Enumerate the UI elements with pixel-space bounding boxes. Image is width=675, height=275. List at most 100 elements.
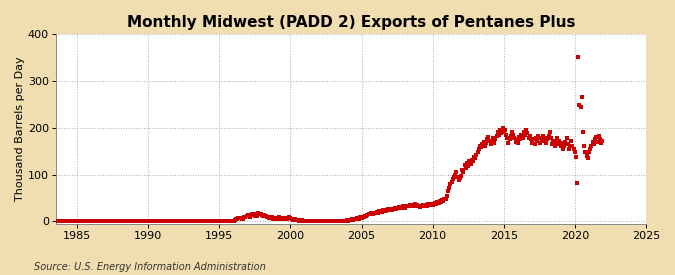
Point	[95, 219, 105, 223]
Point	[464, 159, 475, 164]
Point	[456, 173, 466, 178]
Point	[368, 212, 379, 216]
Point	[260, 214, 271, 219]
Point	[512, 141, 523, 145]
Point	[118, 219, 129, 224]
Point	[556, 141, 567, 145]
Point	[478, 140, 489, 144]
Point	[366, 211, 377, 216]
Point	[593, 134, 604, 138]
Point	[506, 134, 516, 138]
Point	[485, 142, 496, 146]
Point	[172, 219, 183, 223]
Title: Monthly Midwest (PADD 2) Exports of Pentanes Plus: Monthly Midwest (PADD 2) Exports of Pent…	[127, 15, 575, 30]
Point	[73, 218, 84, 223]
Point	[178, 219, 188, 224]
Point	[303, 219, 314, 223]
Point	[433, 200, 444, 205]
Point	[153, 219, 164, 224]
Point	[358, 215, 369, 219]
Point	[400, 206, 410, 210]
Point	[554, 139, 565, 143]
Point	[560, 140, 570, 144]
Point	[261, 215, 272, 219]
Point	[361, 214, 372, 218]
Point	[253, 211, 264, 216]
Point	[211, 219, 221, 224]
Point	[180, 219, 190, 224]
Point	[304, 219, 315, 224]
Point	[497, 125, 508, 130]
Point	[431, 202, 441, 206]
Point	[377, 208, 388, 212]
Point	[589, 137, 600, 142]
Point	[299, 219, 310, 223]
Point	[591, 135, 601, 139]
Point	[476, 145, 487, 150]
Point	[161, 219, 171, 224]
Point	[98, 218, 109, 223]
Point	[232, 216, 242, 221]
Point	[205, 219, 215, 224]
Point	[510, 140, 521, 144]
Point	[209, 219, 220, 224]
Point	[208, 219, 219, 223]
Point	[457, 168, 468, 172]
Point	[531, 139, 542, 143]
Point	[284, 215, 295, 219]
Point	[443, 189, 454, 193]
Point	[93, 219, 104, 224]
Point	[412, 202, 423, 207]
Point	[188, 219, 198, 224]
Point	[48, 219, 59, 224]
Point	[136, 219, 146, 224]
Point	[107, 219, 118, 224]
Point	[130, 219, 140, 223]
Point	[228, 218, 239, 223]
Point	[332, 219, 343, 224]
Point	[221, 219, 232, 224]
Point	[490, 137, 501, 142]
Point	[43, 219, 54, 224]
Point	[354, 216, 364, 221]
Point	[247, 212, 258, 216]
Point	[575, 104, 586, 109]
Point	[551, 136, 562, 140]
Point	[573, 55, 584, 60]
Point	[344, 217, 355, 222]
Point	[539, 139, 549, 143]
Point	[202, 219, 213, 224]
Point	[369, 210, 380, 215]
Point	[286, 217, 297, 221]
Point	[470, 156, 481, 160]
Point	[437, 198, 448, 203]
Point	[481, 141, 491, 145]
Point	[362, 213, 373, 217]
Point	[568, 147, 579, 151]
Point	[413, 204, 424, 208]
Point	[293, 218, 304, 223]
Point	[493, 133, 504, 137]
Point	[129, 219, 140, 224]
Point	[517, 136, 528, 140]
Point	[518, 130, 529, 134]
Point	[536, 137, 547, 142]
Point	[211, 219, 222, 224]
Point	[99, 219, 110, 224]
Point	[67, 219, 78, 224]
Point	[441, 194, 452, 198]
Point	[316, 219, 327, 224]
Point	[416, 204, 427, 209]
Point	[589, 142, 599, 146]
Point	[201, 219, 212, 223]
Point	[545, 136, 556, 140]
Point	[446, 179, 457, 184]
Point	[155, 219, 165, 224]
Point	[134, 219, 145, 224]
Point	[410, 203, 421, 207]
Point	[176, 218, 187, 223]
Point	[434, 199, 445, 204]
Point	[330, 219, 341, 224]
Point	[156, 219, 167, 224]
Point	[509, 136, 520, 140]
